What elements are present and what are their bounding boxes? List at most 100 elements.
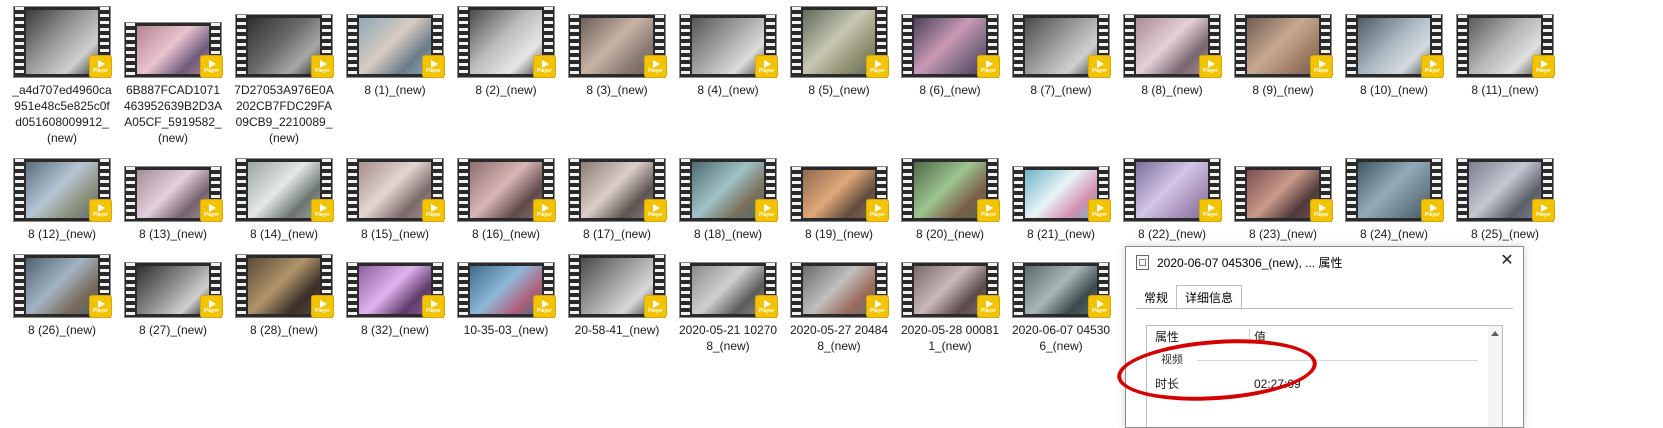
file-item[interactable]: Player 8 (27)_(new) [123, 246, 223, 338]
file-item[interactable]: Player 8 (20)_(new) [900, 150, 1000, 242]
file-name[interactable]: 8 (7)_(new) [1030, 83, 1092, 97]
video-thumbnail[interactable]: Player [1122, 6, 1222, 78]
file-name[interactable]: 8 (9)_(new) [1252, 83, 1314, 97]
video-thumbnail[interactable]: Player [456, 6, 556, 78]
file-name[interactable]: 8 (23)_(new) [1248, 227, 1318, 241]
video-thumbnail[interactable]: Player [900, 6, 1000, 78]
scroll-up-arrow-icon[interactable] [1491, 331, 1499, 336]
file-name[interactable]: 2020-05-27 204848_(new) [789, 323, 889, 353]
video-thumbnail[interactable]: Player [123, 150, 223, 222]
file-name[interactable]: 8 (6)_(new) [919, 83, 981, 97]
file-name[interactable]: 2020-05-28 000811_(new) [900, 323, 1000, 353]
file-item[interactable]: Player 8 (2)_(new) [456, 6, 556, 98]
file-item[interactable]: Player 2020-05-21 102708_(new) [678, 246, 778, 354]
file-name[interactable]: 8 (1)_(new) [364, 83, 426, 97]
file-item[interactable]: Player 8 (24)_(new) [1344, 150, 1444, 242]
video-thumbnail[interactable]: Player [1011, 6, 1111, 78]
file-item[interactable]: Player 2020-05-28 000811_(new) [900, 246, 1000, 354]
video-thumbnail[interactable]: Player [12, 246, 112, 318]
file-item[interactable]: Player _a4d707ed4960ca951e48c5e825c0fd051… [12, 6, 112, 146]
file-name[interactable]: 8 (25)_(new) [1470, 227, 1540, 241]
video-thumbnail[interactable]: Player [1455, 6, 1555, 78]
video-thumbnail[interactable]: Player [234, 150, 334, 222]
file-item[interactable]: Player 8 (21)_(new) [1011, 150, 1111, 242]
file-name[interactable]: 8 (14)_(new) [249, 227, 319, 241]
file-name[interactable]: 8 (5)_(new) [808, 83, 870, 97]
file-item[interactable]: Player 8 (8)_(new) [1122, 6, 1222, 98]
file-item[interactable]: Player 8 (1)_(new) [345, 6, 445, 98]
video-thumbnail[interactable]: Player [900, 150, 1000, 222]
file-item[interactable]: Player 8 (16)_(new) [456, 150, 556, 242]
file-item[interactable]: Player 8 (9)_(new) [1233, 6, 1333, 98]
video-thumbnail[interactable]: Player [456, 246, 556, 318]
file-item[interactable]: Player 8 (25)_(new) [1455, 150, 1555, 242]
column-header-property[interactable]: 属性 [1155, 330, 1180, 344]
video-thumbnail[interactable]: Player [567, 246, 667, 318]
file-item[interactable]: Player 8 (15)_(new) [345, 150, 445, 242]
dialog-title-bar[interactable]: 2020-06-07 045306_(new), ... 属性 [1126, 247, 1523, 277]
file-item[interactable]: Player 20-58-41_(new) [567, 246, 667, 338]
file-item[interactable]: Player 8 (7)_(new) [1011, 6, 1111, 98]
file-item[interactable]: Player 8 (6)_(new) [900, 6, 1000, 98]
video-thumbnail[interactable]: Player [456, 150, 556, 222]
video-thumbnail[interactable]: Player [1122, 150, 1222, 222]
file-name[interactable]: 6B887FCAD1071463952639B2D3AA05CF_5919582… [123, 83, 223, 145]
video-thumbnail[interactable]: Player [234, 246, 334, 318]
file-item[interactable]: Player 2020-05-27 204848_(new) [789, 246, 889, 354]
video-thumbnail[interactable]: Player [345, 246, 445, 318]
file-name[interactable]: 8 (18)_(new) [693, 227, 763, 241]
file-item[interactable]: Player 8 (19)_(new) [789, 150, 889, 242]
file-name[interactable]: 8 (26)_(new) [27, 323, 97, 337]
file-name[interactable]: 8 (4)_(new) [697, 83, 759, 97]
file-name[interactable]: 8 (16)_(new) [471, 227, 541, 241]
file-item[interactable]: Player 8 (17)_(new) [567, 150, 667, 242]
file-name[interactable]: 8 (28)_(new) [249, 323, 319, 337]
column-divider[interactable] [1249, 329, 1250, 345]
file-name[interactable]: 8 (11)_(new) [1471, 83, 1539, 97]
file-name[interactable]: 7D27053A976E0A202CB7FDC29FA09CB9_2210089… [234, 83, 334, 145]
file-item[interactable]: Player 8 (5)_(new) [789, 6, 889, 98]
vertical-scrollbar[interactable] [1488, 325, 1503, 427]
property-row-duration[interactable]: 时长 02:27:09 [1147, 374, 1488, 394]
video-thumbnail[interactable]: Player [123, 246, 223, 318]
file-name[interactable]: 10-35-03_(new) [463, 323, 549, 337]
file-item[interactable]: Player 8 (13)_(new) [123, 150, 223, 242]
file-name[interactable]: 8 (27)_(new) [138, 323, 208, 337]
file-name[interactable]: _a4d707ed4960ca951e48c5e825c0fd051608009… [12, 83, 112, 145]
file-name[interactable]: 2020-05-21 102708_(new) [678, 323, 778, 353]
video-thumbnail[interactable]: Player [789, 150, 889, 222]
video-thumbnail[interactable]: Player [234, 6, 334, 78]
file-name[interactable]: 8 (24)_(new) [1359, 227, 1429, 241]
file-item[interactable]: Player 8 (12)_(new) [12, 150, 112, 242]
file-item[interactable]: Player 8 (22)_(new) [1122, 150, 1222, 242]
video-thumbnail[interactable]: Player [1233, 150, 1333, 222]
file-item[interactable]: Player 8 (11)_(new) [1455, 6, 1555, 98]
file-name[interactable]: 2020-06-07 045306_(new) [1011, 323, 1111, 353]
video-thumbnail[interactable]: Player [1011, 246, 1111, 318]
file-name[interactable]: 8 (2)_(new) [475, 83, 537, 97]
file-item[interactable]: Player 8 (26)_(new) [12, 246, 112, 338]
file-name[interactable]: 8 (8)_(new) [1141, 83, 1203, 97]
file-name[interactable]: 8 (13)_(new) [138, 227, 208, 241]
file-name[interactable]: 20-58-41_(new) [574, 323, 660, 337]
video-thumbnail[interactable]: Player [1011, 150, 1111, 222]
video-thumbnail[interactable]: Player [678, 6, 778, 78]
video-thumbnail[interactable]: Player [1233, 6, 1333, 78]
video-thumbnail[interactable]: Player [12, 150, 112, 222]
file-name[interactable]: 8 (10)_(new) [1359, 83, 1429, 97]
file-name[interactable]: 8 (3)_(new) [586, 83, 648, 97]
close-icon[interactable]: ✕ [1500, 252, 1514, 269]
file-item[interactable]: Player 10-35-03_(new) [456, 246, 556, 338]
file-item[interactable]: Player 8 (32)_(new) [345, 246, 445, 338]
file-name[interactable]: 8 (20)_(new) [915, 227, 985, 241]
column-header-value[interactable]: 值 [1254, 330, 1267, 344]
video-thumbnail[interactable]: Player [567, 150, 667, 222]
file-name[interactable]: 8 (12)_(new) [27, 227, 97, 241]
video-thumbnail[interactable]: Player [789, 6, 889, 78]
file-item[interactable]: Player 7D27053A976E0A202CB7FDC29FA09CB9_2… [234, 6, 334, 146]
video-thumbnail[interactable]: Player [345, 150, 445, 222]
file-name[interactable]: 8 (22)_(new) [1137, 227, 1207, 241]
video-thumbnail[interactable]: Player [678, 150, 778, 222]
video-thumbnail[interactable]: Player [789, 246, 889, 318]
video-thumbnail[interactable]: Player [1344, 150, 1444, 222]
